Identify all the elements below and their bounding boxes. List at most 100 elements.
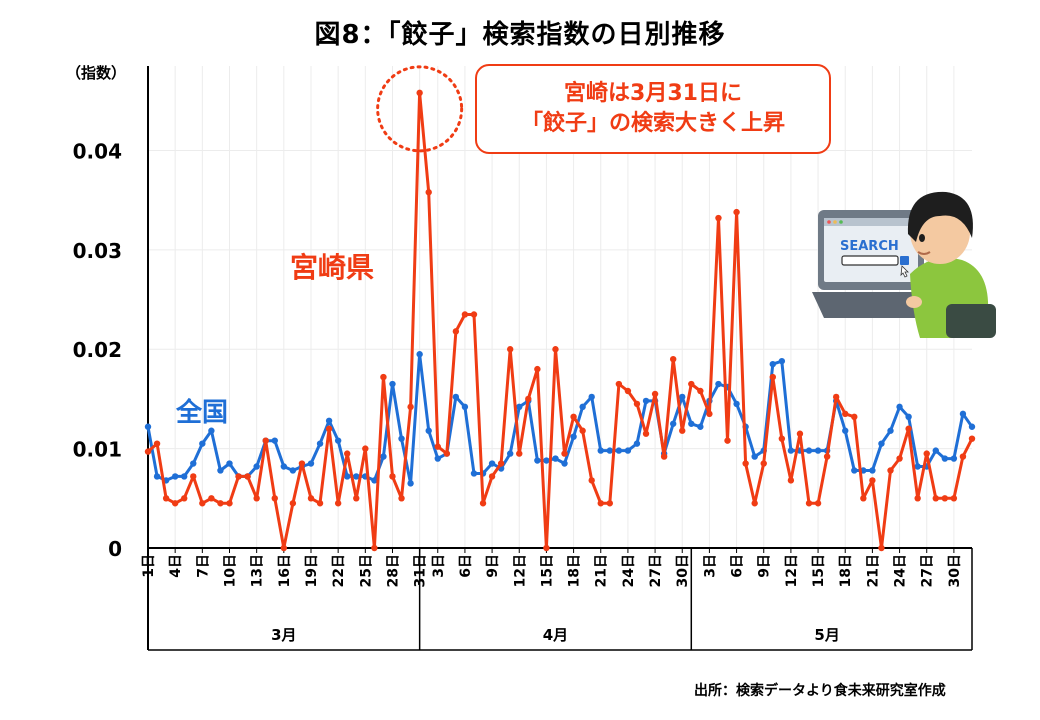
x-tick-label: 18日: [567, 554, 583, 587]
data-point: [950, 455, 958, 462]
data-point: [606, 447, 614, 454]
data-point: [905, 425, 912, 432]
y-tick-label: 0.04: [73, 139, 122, 163]
data-point: [760, 460, 767, 467]
data-point: [416, 89, 423, 97]
search-box-icon: [841, 255, 899, 266]
data-point: [289, 500, 297, 507]
data-point: [688, 380, 695, 388]
data-point: [778, 435, 786, 442]
data-point: [506, 346, 514, 353]
data-point: [144, 448, 152, 455]
data-point: [398, 495, 405, 502]
data-point: [461, 311, 469, 318]
x-tick-label: 6日: [458, 554, 474, 578]
highlight-circle: [376, 65, 464, 153]
data-point: [805, 447, 813, 454]
chair: [946, 304, 996, 338]
data-point: [615, 380, 623, 388]
data-point: [443, 450, 451, 457]
data-point: [262, 437, 269, 444]
callout-line-2: 「餃子」の検索大きく上昇: [520, 111, 785, 136]
x-tick-label: 15日: [539, 554, 555, 587]
data-point: [271, 437, 278, 444]
data-point: [805, 500, 813, 507]
data-point: [715, 380, 722, 388]
data-point: [796, 430, 804, 437]
data-point: [751, 453, 758, 460]
data-point: [959, 453, 967, 460]
x-tick-label: 9日: [757, 554, 773, 578]
data-point: [416, 351, 423, 358]
data-point: [679, 393, 686, 401]
x-tick-label: 19日: [304, 554, 320, 587]
data-point: [525, 395, 532, 403]
data-point: [733, 208, 740, 216]
data-point: [235, 473, 242, 480]
data-point: [669, 420, 677, 427]
data-point: [407, 403, 414, 411]
data-point: [488, 460, 496, 467]
data-point: [561, 450, 568, 457]
x-tick-label: 10日: [222, 554, 238, 587]
data-point: [932, 447, 939, 454]
laptop-screen: [824, 218, 918, 282]
data-point: [579, 427, 586, 434]
data-point: [814, 500, 822, 507]
data-point: [244, 473, 251, 480]
data-point: [353, 495, 360, 502]
x-tick-label: 27日: [648, 554, 664, 587]
data-point: [769, 360, 776, 368]
data-point: [570, 433, 577, 440]
data-point: [688, 420, 695, 427]
data-point: [497, 460, 505, 467]
data-point: [941, 455, 949, 462]
data-point: [298, 460, 306, 467]
data-point: [851, 467, 858, 474]
data-point: [588, 477, 595, 484]
data-point: [190, 473, 197, 480]
data-point: [642, 397, 650, 405]
data-point: [253, 495, 260, 502]
data-point: [534, 365, 541, 373]
y-axis-unit-label: （指数）: [66, 64, 127, 82]
data-point: [552, 346, 559, 353]
data-point: [334, 500, 342, 507]
x-tick-label: 27日: [920, 554, 936, 587]
data-point: [579, 403, 586, 411]
data-point: [941, 495, 949, 502]
data-point: [570, 413, 577, 421]
browser-dot-icon: [839, 220, 843, 224]
person-arm: [916, 289, 940, 306]
data-point: [389, 380, 396, 388]
data-point: [959, 410, 967, 418]
data-point: [226, 500, 233, 507]
data-point: [434, 443, 441, 450]
data-point: [878, 440, 885, 447]
data-point: [452, 393, 460, 401]
data-point: [362, 445, 369, 452]
data-point: [733, 400, 740, 408]
x-tick-label: 9日: [485, 554, 501, 578]
data-point: [914, 495, 921, 502]
x-tick-label: 30日: [947, 554, 963, 587]
data-point: [860, 495, 867, 502]
data-point: [325, 425, 333, 432]
data-point: [878, 544, 885, 552]
data-point: [633, 400, 641, 408]
data-point: [217, 500, 224, 507]
data-point: [307, 495, 315, 502]
x-tick-label: 28日: [385, 554, 401, 587]
data-point: [950, 495, 958, 502]
data-point: [425, 189, 432, 196]
data-point: [461, 403, 469, 411]
x-tick-label: 15日: [811, 554, 827, 587]
data-point: [968, 435, 976, 442]
data-point: [823, 453, 831, 460]
x-tick-label: 4日: [168, 554, 184, 578]
person-eye: [919, 234, 925, 242]
data-point: [842, 410, 849, 418]
data-point: [380, 453, 387, 460]
data-point: [380, 373, 387, 381]
